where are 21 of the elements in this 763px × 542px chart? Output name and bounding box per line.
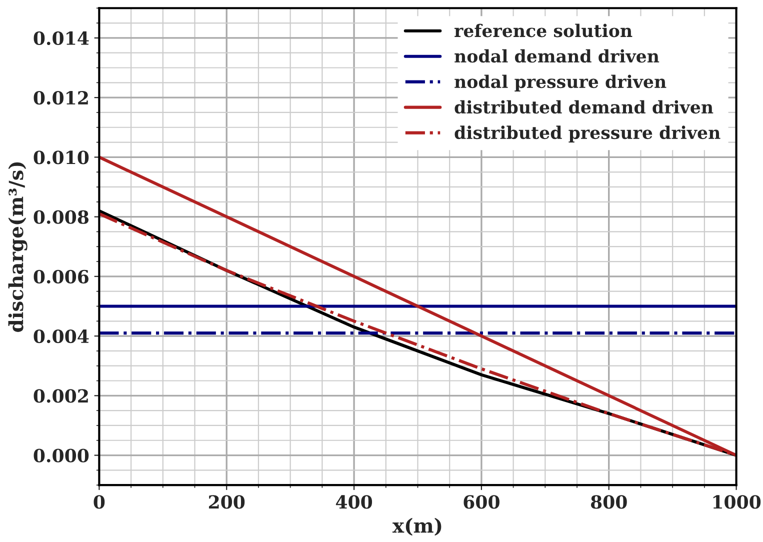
legend-label: distributed demand driven — [454, 100, 714, 114]
x-axis-title: x(m) — [392, 518, 442, 536]
x-tick-label: 1000 — [713, 495, 761, 509]
y-axis-title: discharge(m³/s) — [8, 162, 28, 332]
y-tick-label: 0.010 — [34, 150, 89, 164]
x-tick-label: 200 — [208, 495, 245, 509]
x-tick-label: 0 — [94, 495, 105, 509]
y-tick-label: 0.006 — [34, 270, 88, 284]
legend-label: reference solution — [454, 24, 632, 38]
y-tick-label: 0.000 — [34, 448, 89, 462]
y-tick-label: 0.012 — [34, 91, 88, 105]
y-tick-label: 0.008 — [34, 210, 88, 224]
y-tick-label: 0.004 — [34, 330, 89, 344]
y-tick-label: 0.002 — [34, 389, 88, 403]
legend-label: nodal demand driven — [454, 49, 660, 63]
legend-label: distributed pressure driven — [454, 126, 720, 142]
y-tick-label: 0.014 — [34, 31, 89, 46]
x-tick-label: 400 — [336, 495, 372, 509]
x-tick-label: 600 — [464, 495, 500, 509]
legend-label: nodal pressure driven — [454, 74, 666, 92]
x-tick-label: 800 — [590, 495, 627, 509]
